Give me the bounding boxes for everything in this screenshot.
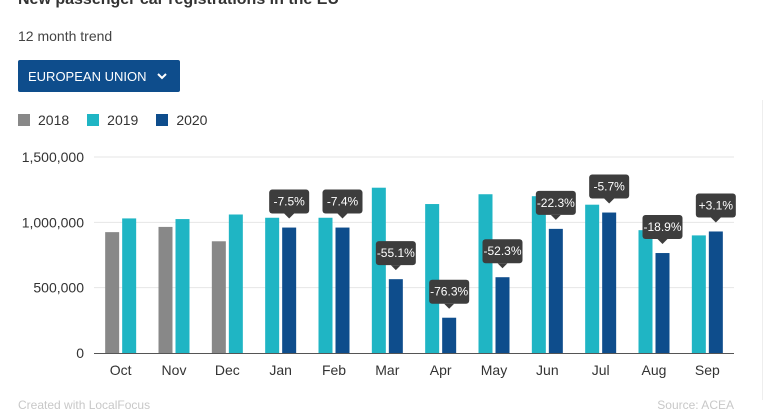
data-label-pointer: [710, 217, 721, 223]
bar-2019-jan[interactable]: [265, 217, 280, 353]
x-tick-label: Feb: [322, 362, 346, 378]
legend-label: 2018: [38, 112, 70, 128]
bar-2019-oct[interactable]: [122, 218, 137, 353]
region-dropdown-label: EUROPEAN UNION: [28, 68, 147, 84]
bar-2019-sep[interactable]: [691, 235, 706, 353]
x-tick-label: Dec: [215, 362, 240, 378]
x-tick-label: Mar: [375, 362, 399, 378]
bar-2020-aug[interactable]: [655, 253, 670, 353]
bar-2019-mar[interactable]: [371, 187, 386, 353]
y-tick-label: 500,000: [33, 280, 84, 296]
x-tick-label: Jun: [536, 362, 559, 378]
bar-2020-feb[interactable]: [335, 227, 350, 353]
x-tick-label: Jul: [592, 362, 610, 378]
data-label-pointer: [604, 198, 615, 204]
data-label-pointer: [284, 213, 295, 219]
data-label-pointer: [390, 265, 401, 271]
data-label-box: [589, 174, 630, 199]
y-tick-label: 1,500,000: [22, 149, 84, 165]
bar-2019-apr[interactable]: [425, 204, 440, 353]
bar-2020-mar[interactable]: [388, 279, 403, 353]
bar-2020-sep[interactable]: [708, 231, 723, 353]
credit-text: Created with LocalFocus: [18, 398, 151, 412]
bar-2020-jun[interactable]: [548, 228, 563, 353]
bar-2019-feb[interactable]: [318, 217, 333, 353]
legend-swatch: [156, 114, 169, 126]
data-label-pointer: [444, 303, 455, 309]
bar-2019-jul[interactable]: [585, 204, 600, 353]
data-label-box: [535, 190, 576, 215]
x-tick-label: Apr: [430, 362, 452, 378]
data-label: -5.7%: [593, 180, 625, 194]
data-label-pointer: [550, 214, 561, 220]
source-text: Source: ACEA: [657, 398, 734, 412]
data-label: -7.5%: [273, 195, 305, 209]
legend-label: 2020: [176, 112, 208, 128]
data-label-box: [429, 279, 470, 304]
data-label: -18.9%: [643, 220, 681, 234]
legend-swatch: [18, 114, 30, 126]
data-label: -22.3%: [537, 196, 575, 210]
data-label-pointer: [337, 213, 348, 219]
data-label: +3.1%: [699, 198, 734, 212]
region-dropdown[interactable]: EUROPEAN UNION: [18, 60, 180, 92]
bar-2020-jan[interactable]: [282, 227, 297, 353]
data-label: -76.3%: [430, 285, 468, 299]
data-label: -52.3%: [483, 244, 521, 258]
legend-item-2019[interactable]: 2019: [87, 112, 138, 128]
data-label: -55.1%: [377, 246, 415, 260]
legend-item-2020[interactable]: 2020: [156, 112, 207, 128]
x-tick-label: May: [481, 362, 507, 378]
data-label-box: [322, 189, 363, 214]
legend-label: 2019: [107, 112, 139, 128]
y-tick-label: 1,000,000: [22, 214, 84, 230]
chart-title: New passenger car registrations in the E…: [18, 0, 339, 9]
x-tick-label: Aug: [642, 362, 667, 378]
data-label-box: [695, 193, 736, 218]
bar-2019-jun[interactable]: [531, 196, 546, 353]
x-tick-label: Oct: [110, 362, 132, 378]
data-label-pointer: [657, 239, 668, 245]
bar-2018-oct[interactable]: [105, 232, 120, 353]
bar-2020-jul[interactable]: [602, 212, 617, 353]
bar-2019-aug[interactable]: [638, 230, 653, 353]
chart-subtitle: 12 month trend: [18, 28, 113, 44]
data-label-box: [642, 215, 683, 240]
data-label-box: [269, 189, 310, 214]
chart-legend: 2018 2019 2020: [18, 112, 225, 128]
data-label-box: [482, 239, 523, 264]
bar-2018-nov[interactable]: [158, 226, 173, 353]
bar-2019-may[interactable]: [478, 194, 493, 353]
divider: [762, 100, 763, 400]
data-label: -7.4%: [327, 195, 359, 209]
data-label-box: [375, 241, 416, 266]
bar-2020-may[interactable]: [495, 277, 510, 353]
x-tick-label: Sep: [695, 362, 720, 378]
bar-2019-dec[interactable]: [228, 214, 243, 353]
bar-2018-dec[interactable]: [211, 241, 226, 353]
y-tick-label: 0: [76, 345, 84, 361]
bar-2020-apr[interactable]: [442, 317, 457, 353]
x-tick-label: Jan: [269, 362, 292, 378]
data-label-pointer: [497, 263, 508, 269]
bar-2019-nov[interactable]: [175, 219, 190, 353]
x-tick-label: Nov: [162, 362, 187, 378]
legend-swatch: [87, 114, 100, 126]
legend-item-2018[interactable]: 2018: [18, 112, 69, 128]
chevron-down-icon: [156, 70, 168, 82]
